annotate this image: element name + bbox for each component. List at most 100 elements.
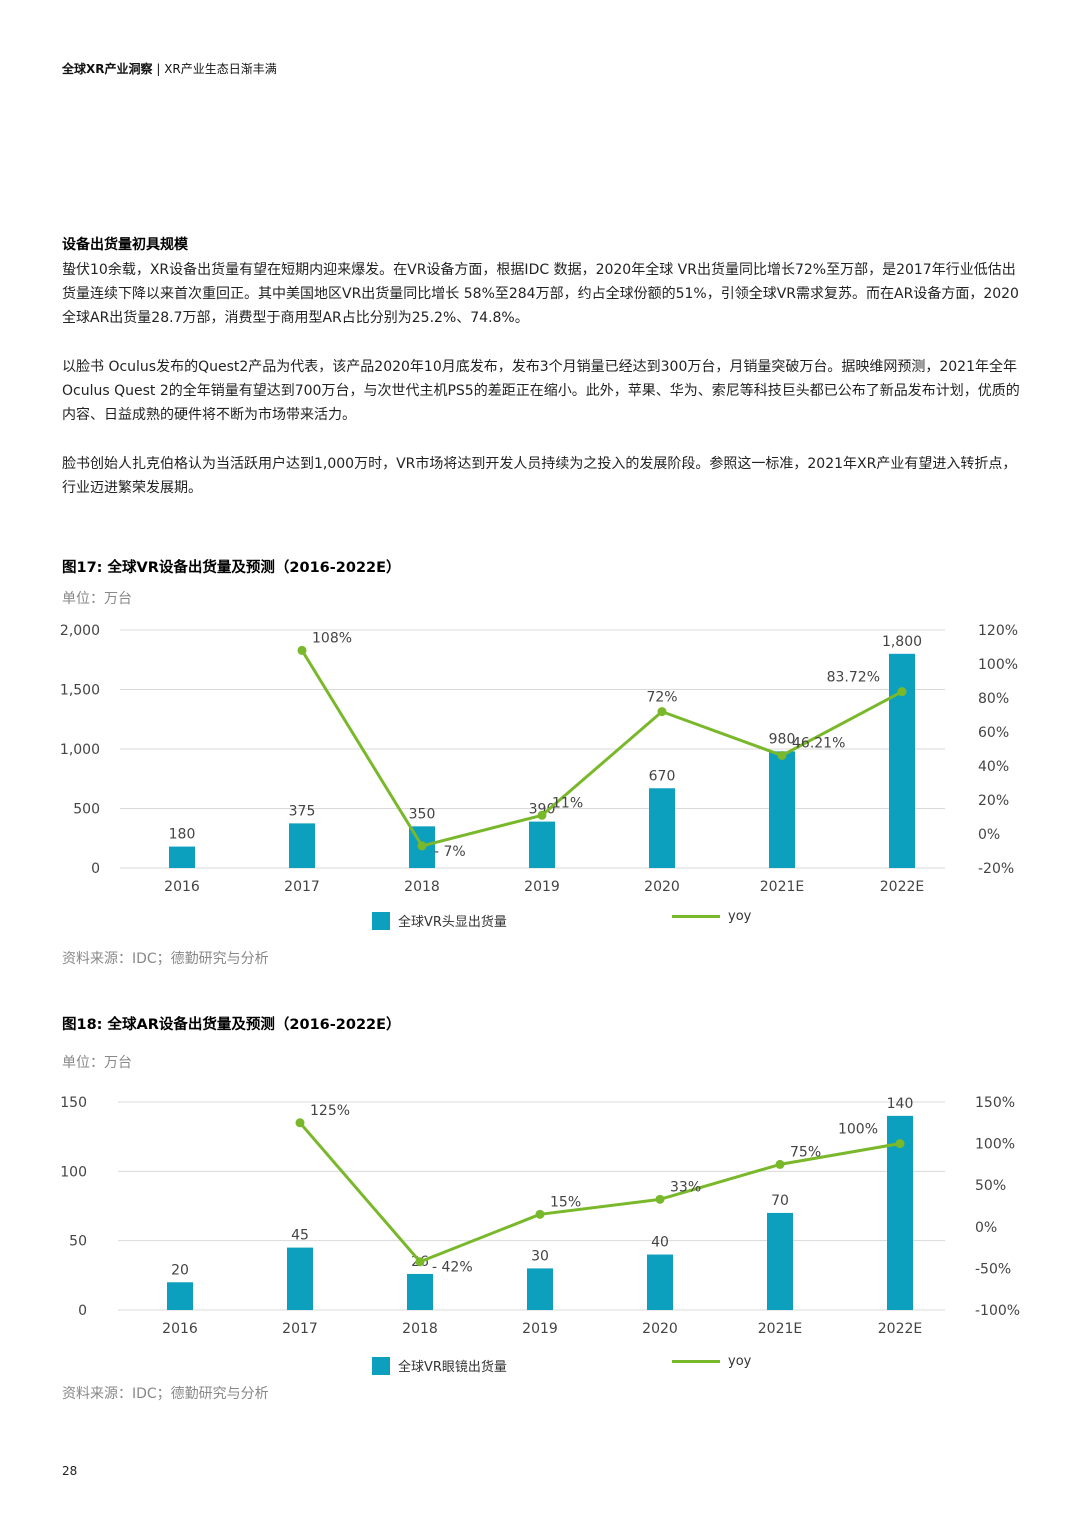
yoy-point xyxy=(775,1159,785,1169)
x-tick-label: 2022E xyxy=(880,879,924,895)
y2-tick-label: 150% xyxy=(975,1095,1015,1111)
y-tick-label: 1,000 xyxy=(60,742,100,758)
bar xyxy=(529,821,555,868)
x-tick-label: 2018 xyxy=(404,879,440,895)
bar-value-label: 350 xyxy=(409,806,436,822)
figure-18-legend-bar: 全球VR眼镜出货量 xyxy=(372,1356,507,1375)
legend-bar-swatch xyxy=(372,1356,390,1375)
yoy-point xyxy=(895,1139,905,1149)
yoy-point xyxy=(655,1194,665,1204)
y2-tick-label: 120% xyxy=(978,623,1018,639)
yoy-point xyxy=(777,750,787,760)
x-tick-label: 2017 xyxy=(282,1321,318,1337)
x-tick-label: 2019 xyxy=(522,1321,558,1337)
bar-value-label: 140 xyxy=(887,1096,914,1112)
y-tick-label: 100 xyxy=(60,1164,87,1180)
yoy-point xyxy=(417,841,427,851)
x-tick-label: 2021E xyxy=(758,1321,802,1337)
bar-value-label: 670 xyxy=(649,768,676,784)
legend-bar-swatch xyxy=(372,911,390,930)
y2-tick-label: 0% xyxy=(975,1220,997,1236)
y-tick-label: 50 xyxy=(69,1234,87,1250)
running-header: 全球XR产业洞察 | XR产业生态日渐丰满 xyxy=(62,60,277,77)
figure-17-legend-line: yoy xyxy=(672,909,751,924)
figure-18-unit: 单位：万台 xyxy=(62,1055,132,1071)
y-tick-label: 500 xyxy=(73,802,100,818)
header-brand: 全球XR产业洞察 xyxy=(62,62,153,76)
yoy-point xyxy=(537,810,547,820)
y-tick-label: 0 xyxy=(78,1303,87,1319)
y2-tick-label: 40% xyxy=(978,759,1009,775)
y2-tick-label: -100% xyxy=(975,1303,1020,1319)
yoy-point xyxy=(535,1209,545,1219)
figure-18-title: 图18: 全球AR设备出货量及预测（2016-2022E） xyxy=(62,1017,401,1033)
yoy-line xyxy=(298,1121,901,1264)
yoy-point xyxy=(295,1118,305,1128)
bar-value-label: 45 xyxy=(291,1228,309,1244)
bar xyxy=(767,1212,793,1310)
bar xyxy=(887,1115,913,1310)
yoy-value-label: 75% xyxy=(790,1144,821,1160)
yoy-point xyxy=(657,707,667,717)
legend-line-swatch xyxy=(672,915,720,918)
yoy-value-label: 72% xyxy=(646,690,677,706)
yoy-point xyxy=(415,1257,425,1267)
legend-line-label: yoy xyxy=(728,1354,752,1369)
bar xyxy=(287,1247,313,1310)
header-separator: | xyxy=(156,62,161,76)
bar-value-label: 375 xyxy=(289,803,316,819)
yoy-point xyxy=(297,645,307,655)
bar xyxy=(889,653,915,868)
figure-18-chart: 050100150-100%-50%0%50%100%150%204526304… xyxy=(60,1095,1020,1337)
x-tick-label: 2016 xyxy=(162,1321,198,1337)
yoy-value-label: 108% xyxy=(312,630,352,646)
yoy-line xyxy=(300,649,903,848)
y-tick-label: 1,500 xyxy=(60,683,100,699)
bar-value-label: 40 xyxy=(651,1235,669,1251)
bar-value-label: 390 xyxy=(529,802,556,818)
bar-value-label: 70 xyxy=(771,1193,789,1209)
bar xyxy=(527,1268,553,1310)
bar xyxy=(167,1282,193,1310)
bar xyxy=(289,823,315,868)
bar-value-label: 180 xyxy=(169,827,196,843)
yoy-value-label: 11% xyxy=(552,795,583,811)
paragraph-1: 蛰伏10余载，XR设备出货量有望在短期内迎来爆发。在VR设备方面，根据IDC 数… xyxy=(62,262,1019,326)
y-tick-label: 2,000 xyxy=(60,623,100,639)
y2-tick-label: 20% xyxy=(978,793,1009,809)
y2-tick-label: 100% xyxy=(975,1137,1015,1153)
yoy-value-label: 83.72% xyxy=(827,670,880,686)
yoy-point xyxy=(897,687,907,697)
y2-tick-label: -20% xyxy=(978,861,1014,877)
yoy-value-label: 33% xyxy=(670,1179,701,1195)
yoy-value-label: 100% xyxy=(838,1122,878,1138)
y2-tick-label: 50% xyxy=(975,1178,1006,1194)
figure-17-source: 资料来源：IDC；德勤研究与分析 xyxy=(62,951,269,967)
page-number: 28 xyxy=(62,1464,78,1478)
y-tick-label: 0 xyxy=(91,861,100,877)
legend-bar-label: 全球VR头显出货量 xyxy=(398,915,507,930)
bar-value-label: 20 xyxy=(171,1262,189,1278)
bar-value-label: 1,800 xyxy=(882,634,922,650)
yoy-value-label: 46.21% xyxy=(792,735,845,751)
x-tick-label: 2020 xyxy=(644,879,680,895)
y2-tick-label: 0% xyxy=(978,827,1000,843)
bar-value-label: 30 xyxy=(531,1248,549,1264)
x-tick-label: 2019 xyxy=(524,879,560,895)
x-tick-label: 2022E xyxy=(878,1321,922,1337)
figure-17-title: 图17: 全球VR设备出货量及预测（2016-2022E） xyxy=(62,560,401,576)
yoy-value-label: - 7% xyxy=(434,844,466,860)
figure-18-source: 资料来源：IDC；德勤研究与分析 xyxy=(62,1386,269,1402)
x-tick-label: 2021E xyxy=(760,879,804,895)
paragraph-2: 以脸书 Oculus发布的Quest2产品为代表，该产品2020年10月底发布，… xyxy=(62,359,1020,423)
legend-bar-label: 全球VR眼镜出货量 xyxy=(398,1360,507,1375)
figure-18-legend-line: yoy xyxy=(672,1354,751,1369)
figure-17-legend-bar: 全球VR头显出货量 xyxy=(372,911,507,930)
x-tick-label: 2016 xyxy=(164,879,200,895)
bar xyxy=(169,846,195,868)
bar xyxy=(647,1254,673,1310)
x-tick-label: 2017 xyxy=(284,879,320,895)
y-tick-label: 150 xyxy=(60,1095,87,1111)
bar xyxy=(649,788,675,868)
bar xyxy=(407,1273,433,1310)
